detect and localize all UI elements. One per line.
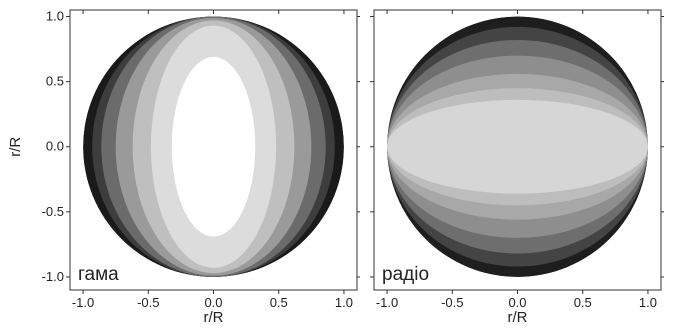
panel-0: -1.0 -0.5 0.0 0.5 1.0 1.0 0.5 0.0 -0.5 -1.0 r/R r/R…: [7, 9, 360, 326]
y-tick-label: -1.0: [42, 269, 64, 284]
contour-field: [387, 16, 648, 277]
x-tick-label: 1.0: [335, 295, 353, 310]
contour-level-6: [387, 99, 648, 194]
x-axis-label: r/R: [508, 309, 528, 326]
x-tick-label: 0.5: [270, 295, 288, 310]
panel-1: -1.0 -0.5 0.0 0.5 1.0 r/R радіо: [370, 9, 664, 326]
panel-label: радіо: [382, 264, 429, 285]
x-tick-label: -0.5: [137, 295, 159, 310]
x-tick-label: -0.5: [441, 295, 463, 310]
x-tick-label: -1.0: [376, 295, 398, 310]
x-tick-label: -1.0: [72, 295, 94, 310]
panels: -1.0 -0.5 0.0 0.5 1.0 1.0 0.5 0.0 -0.5 -1.0 r/R r/R…: [7, 9, 664, 326]
contour-field: [83, 16, 344, 277]
x-tick-label: 0.5: [574, 295, 592, 310]
y-tick-label: 0.5: [46, 74, 64, 89]
contour-level-6: [171, 56, 256, 237]
x-tick-label: 0.0: [204, 295, 222, 310]
x-tick-label: 1.0: [639, 295, 657, 310]
x-axis-label: r/R: [204, 309, 224, 326]
y-axis-label: r/R: [7, 137, 24, 157]
y-tick-label: 0.0: [46, 139, 64, 154]
y-tick-label: -0.5: [42, 204, 64, 219]
y-tick-label: 1.0: [46, 9, 64, 24]
x-tick-label: 0.0: [508, 295, 526, 310]
panel-label: гама: [78, 264, 119, 285]
